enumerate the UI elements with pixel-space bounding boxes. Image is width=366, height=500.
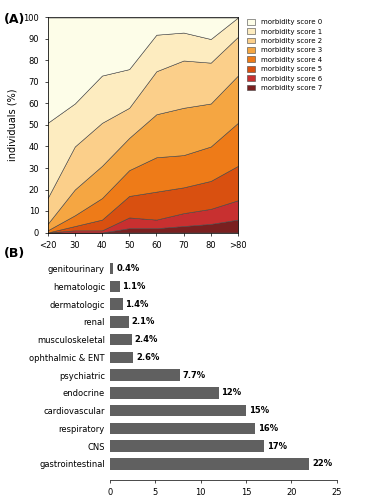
Text: 12%: 12%: [221, 388, 242, 398]
Text: 17%: 17%: [267, 442, 287, 450]
Text: (A): (A): [4, 12, 25, 26]
Bar: [110, 352, 133, 363]
Text: 22%: 22%: [312, 460, 332, 468]
Bar: [110, 263, 113, 274]
Text: (B): (B): [4, 248, 25, 260]
Bar: [110, 387, 219, 398]
Legend: morbidity score 0, morbidity score 1, morbidity score 2, morbidity score 3, morb: morbidity score 0, morbidity score 1, mo…: [247, 19, 322, 91]
Bar: [110, 280, 120, 292]
Text: 2.6%: 2.6%: [136, 353, 160, 362]
Text: 1.4%: 1.4%: [125, 300, 149, 308]
Text: 7.7%: 7.7%: [182, 370, 206, 380]
Bar: [110, 405, 246, 416]
Text: 0.4%: 0.4%: [116, 264, 139, 273]
Bar: [110, 298, 123, 310]
Bar: [110, 316, 129, 328]
Bar: [110, 458, 310, 469]
X-axis label: age (years): age (years): [115, 256, 171, 266]
Text: 16%: 16%: [258, 424, 278, 433]
Text: 1.1%: 1.1%: [123, 282, 146, 291]
Text: 15%: 15%: [249, 406, 269, 415]
Bar: [110, 370, 180, 381]
Y-axis label: individuals (%): individuals (%): [8, 89, 18, 161]
Text: 2.1%: 2.1%: [132, 318, 155, 326]
Bar: [110, 422, 255, 434]
Bar: [110, 334, 132, 345]
Bar: [110, 440, 264, 452]
Text: 2.4%: 2.4%: [134, 335, 158, 344]
